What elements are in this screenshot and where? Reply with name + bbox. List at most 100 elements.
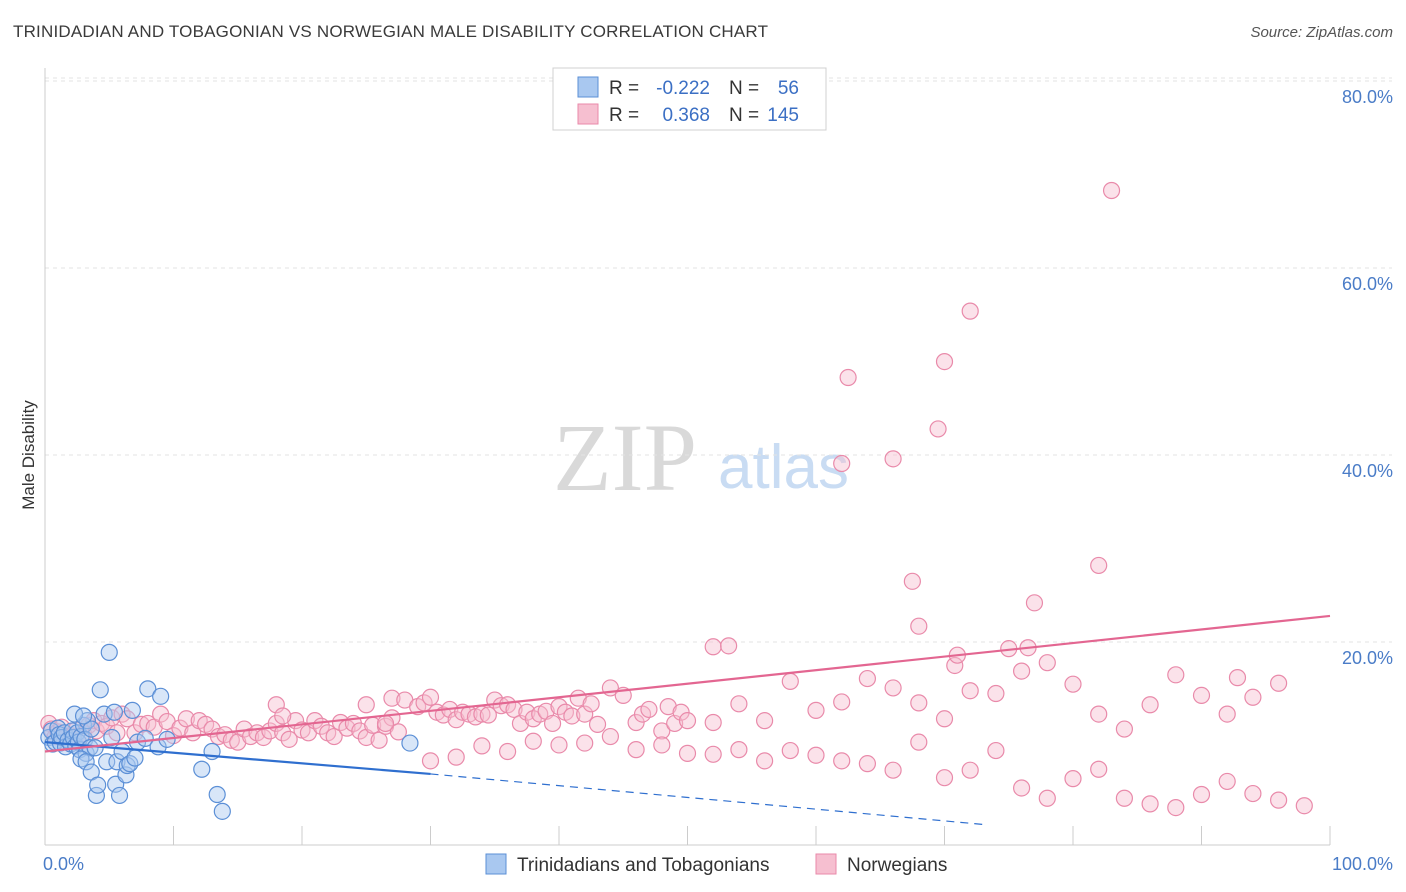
- norwegians-point: [839, 368, 857, 387]
- trinidadians-points: [40, 643, 419, 820]
- series-legend-swatch-blue: [485, 853, 507, 875]
- norwegians-point: [518, 703, 536, 721]
- y-axis-label: Male Disability: [19, 400, 38, 510]
- norwegians-point: [582, 695, 600, 713]
- legend-blue-r-label: R =: [609, 78, 639, 99]
- norwegians-point: [1218, 705, 1236, 723]
- norwegians-point: [1090, 760, 1108, 778]
- norwegians-point: [935, 710, 954, 728]
- norwegians-point: [884, 450, 902, 468]
- trinidadians-point: [401, 734, 419, 752]
- trinidadians-point: [77, 753, 95, 771]
- norwegians-point: [961, 682, 979, 700]
- norwegians-point: [1269, 791, 1288, 809]
- norwegians-point: [720, 637, 738, 655]
- norwegians-point: [171, 719, 189, 737]
- norwegians-point: [1141, 696, 1159, 714]
- norwegians-point: [935, 769, 954, 787]
- trend-lines: [44, 614, 1331, 826]
- norwegians-point: [601, 727, 620, 746]
- norwegians-point: [1102, 181, 1121, 200]
- norwegians-point: [1218, 772, 1236, 791]
- stats-legend: R = -0.222 N = 56 R = 0.368 N = 145: [552, 67, 827, 131]
- trinidadians-point: [193, 760, 211, 778]
- legend-swatch-pink: [577, 103, 599, 125]
- norwegians-point: [274, 707, 292, 725]
- norwegians-point: [357, 696, 375, 714]
- trinidadians-point: [100, 643, 118, 661]
- norwegians-point: [1115, 789, 1134, 807]
- norwegians-point: [1025, 594, 1044, 612]
- norwegians-point: [1090, 705, 1108, 723]
- norwegians-point: [370, 731, 388, 749]
- norwegians-point: [563, 707, 581, 725]
- trinidadians-point: [152, 687, 170, 705]
- trinidadians-point: [82, 720, 100, 738]
- norwegians-point: [884, 679, 902, 697]
- series-legend-label-pink: Norwegians: [847, 855, 947, 876]
- norwegians-point: [640, 700, 658, 719]
- x-tick-label-max: 100.0%: [1332, 854, 1393, 874]
- norwegians-point: [1192, 785, 1211, 804]
- norwegians-point: [935, 353, 954, 371]
- norwegians-point: [704, 638, 722, 656]
- norwegians-point: [627, 741, 645, 759]
- norwegians-point: [653, 736, 671, 754]
- norwegians-point: [177, 710, 195, 728]
- norwegians-point: [858, 755, 877, 773]
- y-tick-label-60: 60.0%: [1342, 274, 1393, 294]
- norwegians-point: [524, 732, 542, 750]
- norwegians-point: [678, 712, 697, 730]
- trend-line-trinidadians-extension: [430, 773, 984, 826]
- norwegians-point: [376, 714, 395, 733]
- trinidadians-point: [108, 753, 126, 771]
- norwegians-point: [1244, 784, 1262, 803]
- norwegians-point: [833, 454, 851, 473]
- norwegians-point: [704, 745, 722, 763]
- norwegians-point: [1244, 688, 1262, 706]
- trinidadians-point: [126, 749, 144, 767]
- trinidadians-point: [123, 701, 141, 719]
- trend-line-trinidadians: [44, 741, 431, 776]
- norwegians-point: [325, 727, 343, 746]
- x-tick-label-min: 0.0%: [43, 854, 84, 874]
- norwegians-point: [576, 705, 594, 723]
- norwegians-point: [1064, 675, 1082, 693]
- gridlines: [45, 77, 1392, 643]
- legend-pink-r-value: 0.368: [662, 105, 710, 126]
- y-tick-label-40: 40.0%: [1342, 461, 1393, 481]
- norwegians-point: [961, 302, 979, 320]
- norwegians-point: [730, 741, 748, 759]
- legend-swatch-blue: [577, 76, 599, 98]
- series-legend: Trinidadians and Tobagonians Norwegians: [485, 853, 947, 876]
- norwegians-point: [884, 761, 902, 779]
- norwegians-point: [755, 712, 774, 730]
- norwegians-point: [1038, 789, 1056, 807]
- norwegians-point: [447, 748, 465, 766]
- norwegians-point: [1064, 770, 1082, 788]
- legend-blue-n-value: 56: [778, 78, 799, 99]
- norwegians-point: [274, 724, 292, 742]
- norwegians-point: [1141, 795, 1159, 813]
- norwegians-point: [1115, 720, 1134, 738]
- norwegians-point: [383, 689, 401, 707]
- y-tick-labels: 20.0% 40.0% 60.0% 80.0%: [1342, 87, 1393, 668]
- norwegians-point: [1090, 556, 1108, 575]
- norwegians-point: [389, 723, 407, 741]
- trinidadians-point: [72, 750, 90, 768]
- norwegians-point: [550, 736, 568, 754]
- trinidadians-point: [139, 680, 157, 698]
- legend-blue-n-label: N =: [729, 78, 759, 99]
- norwegians-point: [1038, 654, 1056, 672]
- legend-pink-n-label: N =: [729, 105, 759, 126]
- trinidadians-point: [89, 776, 107, 794]
- norwegians-point: [929, 420, 947, 438]
- trinidadians-point: [208, 785, 226, 804]
- norwegians-point: [833, 693, 851, 711]
- norwegians-point: [678, 744, 697, 762]
- norwegians-point: [132, 715, 150, 733]
- norwegians-point: [421, 688, 440, 706]
- norwegians-point: [1167, 666, 1185, 684]
- norwegians-point: [987, 741, 1005, 760]
- norwegians-point: [499, 742, 517, 761]
